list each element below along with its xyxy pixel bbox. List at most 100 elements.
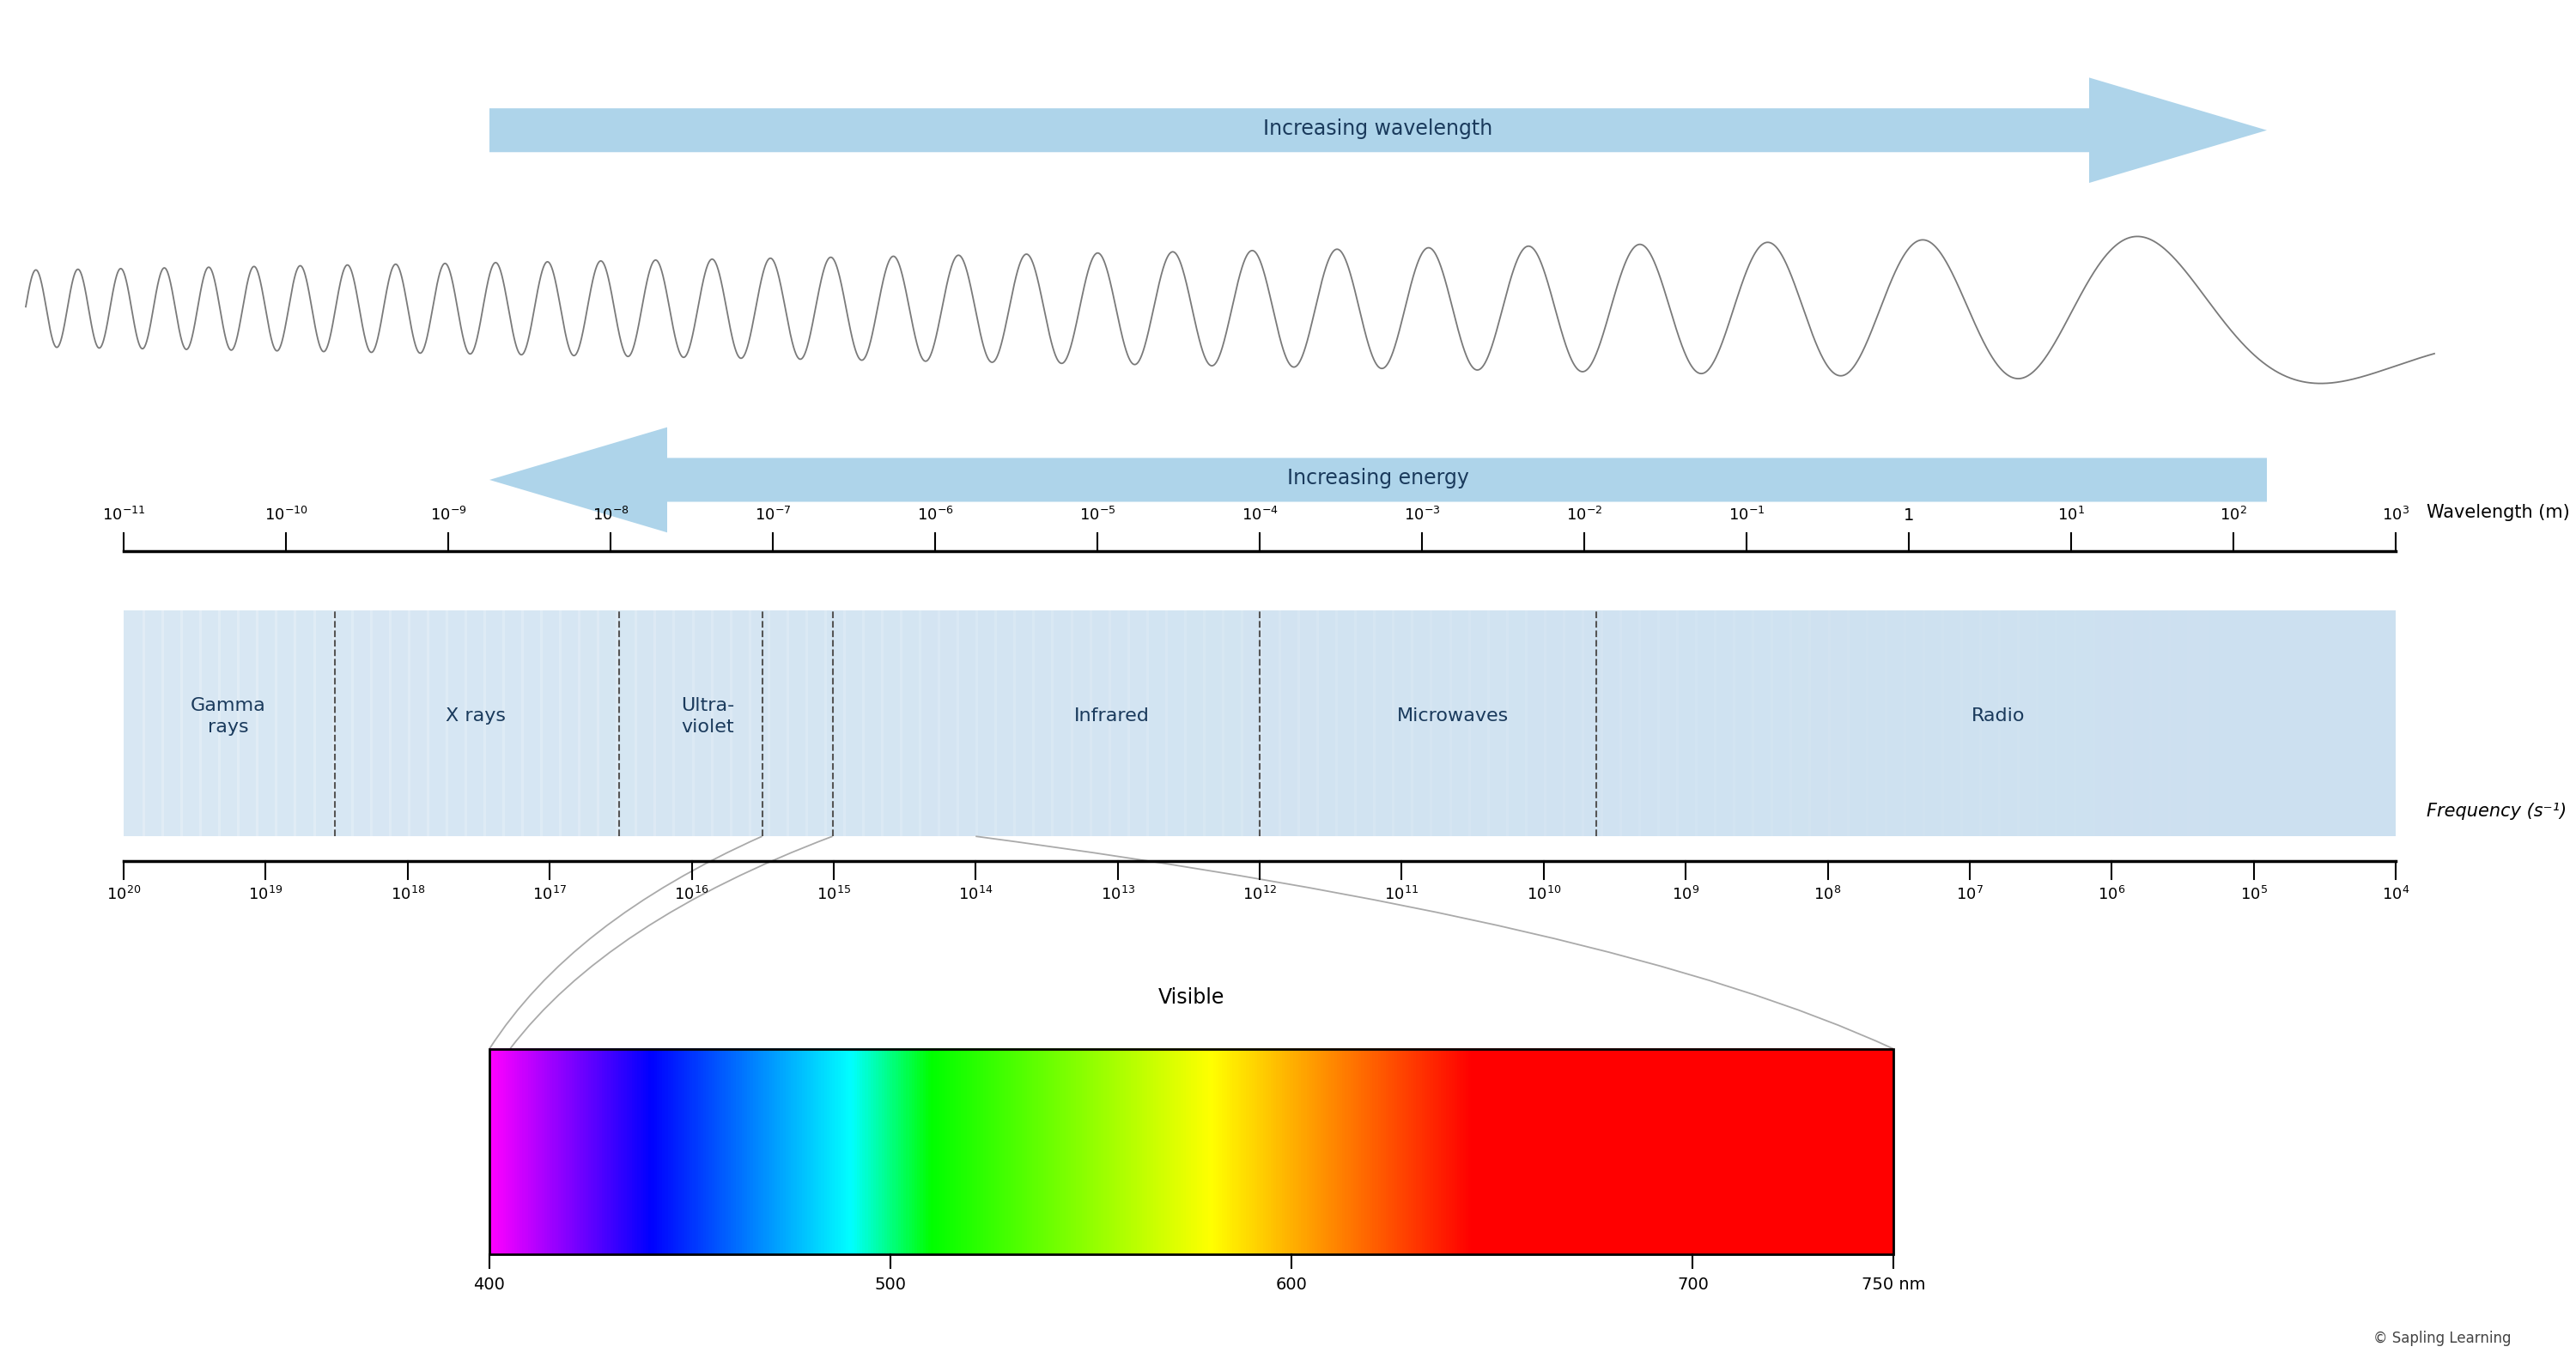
Bar	[2017, 610, 2038, 836]
Bar	[389, 610, 410, 836]
Bar	[520, 610, 544, 836]
Bar	[1221, 610, 1244, 836]
Bar	[1525, 610, 1546, 836]
Text: $10^{9}$: $10^{9}$	[1672, 886, 1700, 903]
Text: $10^{4}$: $10^{4}$	[2383, 886, 2409, 903]
Bar	[2205, 610, 2228, 836]
Text: Microwaves: Microwaves	[1396, 707, 1510, 725]
Bar	[198, 610, 222, 836]
Text: $10^{16}$: $10^{16}$	[675, 886, 708, 903]
Bar	[1960, 610, 1981, 836]
Text: Gamma
rays: Gamma rays	[191, 696, 265, 736]
Text: $10^{13}$: $10^{13}$	[1100, 886, 1136, 903]
Bar	[502, 610, 523, 836]
Bar	[1638, 610, 1659, 836]
Text: 700: 700	[1677, 1276, 1708, 1293]
Bar	[314, 610, 335, 836]
Bar	[1564, 610, 1584, 836]
Bar	[484, 610, 505, 836]
Bar	[2169, 610, 2190, 836]
Bar	[2130, 610, 2151, 836]
FancyArrow shape	[489, 78, 2267, 182]
Text: $10^{18}$: $10^{18}$	[392, 886, 425, 903]
Bar	[1790, 610, 1811, 836]
Bar	[1582, 610, 1602, 836]
Bar	[2074, 610, 2094, 836]
Bar	[598, 610, 618, 836]
Bar	[616, 610, 636, 836]
Text: $10^{-7}$: $10^{-7}$	[755, 506, 791, 524]
Bar	[2300, 610, 2324, 836]
Bar	[806, 610, 827, 836]
Bar	[1033, 610, 1054, 836]
Text: Wavelength (m): Wavelength (m)	[2427, 503, 2571, 521]
Bar	[1468, 610, 1489, 836]
Bar	[1486, 610, 1510, 836]
Bar	[1278, 610, 1301, 836]
Bar	[2148, 610, 2172, 836]
Bar	[255, 610, 278, 836]
Bar	[1051, 610, 1074, 836]
Bar	[1108, 610, 1131, 836]
Bar	[428, 610, 448, 836]
Bar	[2112, 610, 2133, 836]
Bar	[1450, 610, 1471, 836]
Bar	[1334, 610, 1358, 836]
Text: $10^{14}$: $10^{14}$	[958, 886, 992, 903]
Text: $10^{6}$: $10^{6}$	[2097, 886, 2125, 903]
Bar	[976, 610, 997, 836]
Bar	[1090, 610, 1110, 836]
Text: $10^{17}$: $10^{17}$	[533, 886, 567, 903]
Bar	[1713, 610, 1736, 836]
Bar	[1391, 610, 1414, 836]
Bar	[294, 610, 314, 836]
Bar	[541, 610, 562, 836]
Bar	[786, 610, 809, 836]
Bar	[1146, 610, 1167, 836]
Bar	[654, 610, 675, 836]
Bar	[1203, 610, 1224, 836]
Bar	[956, 610, 979, 836]
Bar	[1695, 610, 1716, 836]
Bar	[142, 610, 165, 836]
Bar	[371, 610, 392, 836]
Bar	[407, 610, 430, 836]
Bar	[577, 610, 600, 836]
Bar	[2187, 610, 2208, 836]
Bar	[824, 610, 845, 836]
Text: $10^{10}$: $10^{10}$	[1528, 886, 1561, 903]
Bar	[1072, 610, 1092, 836]
Bar	[711, 610, 732, 836]
Text: 500: 500	[876, 1276, 907, 1293]
Bar	[446, 610, 466, 836]
Text: $10^{-4}$: $10^{-4}$	[1242, 506, 1278, 524]
Text: 1: 1	[1904, 507, 1914, 524]
Text: $10^{20}$: $10^{20}$	[106, 886, 142, 903]
Text: Radio: Radio	[1971, 707, 2025, 725]
Bar	[1904, 610, 1924, 836]
Bar	[1355, 610, 1376, 836]
Text: Increasing wavelength: Increasing wavelength	[1262, 118, 1494, 140]
Text: 400: 400	[474, 1276, 505, 1293]
Bar	[1922, 610, 1945, 836]
Bar	[2035, 610, 2058, 836]
Text: $10^{19}$: $10^{19}$	[247, 886, 283, 903]
Text: Increasing energy: Increasing energy	[1288, 468, 1468, 489]
Bar	[237, 610, 258, 836]
Text: $10^{-2}$: $10^{-2}$	[1566, 506, 1602, 524]
Bar	[1260, 610, 1280, 836]
Bar	[2056, 610, 2076, 836]
Text: Visible: Visible	[1159, 987, 1224, 1008]
Bar	[332, 610, 353, 836]
Bar	[2357, 610, 2380, 836]
Bar	[124, 610, 2396, 836]
Bar	[1978, 610, 2002, 836]
Bar	[920, 610, 940, 836]
Text: $10^{5}$: $10^{5}$	[2241, 886, 2267, 903]
Bar	[768, 610, 788, 836]
FancyArrow shape	[489, 428, 2267, 532]
Bar	[559, 610, 580, 836]
Bar	[1164, 610, 1188, 836]
Bar	[350, 610, 374, 836]
Bar	[1886, 610, 1906, 836]
